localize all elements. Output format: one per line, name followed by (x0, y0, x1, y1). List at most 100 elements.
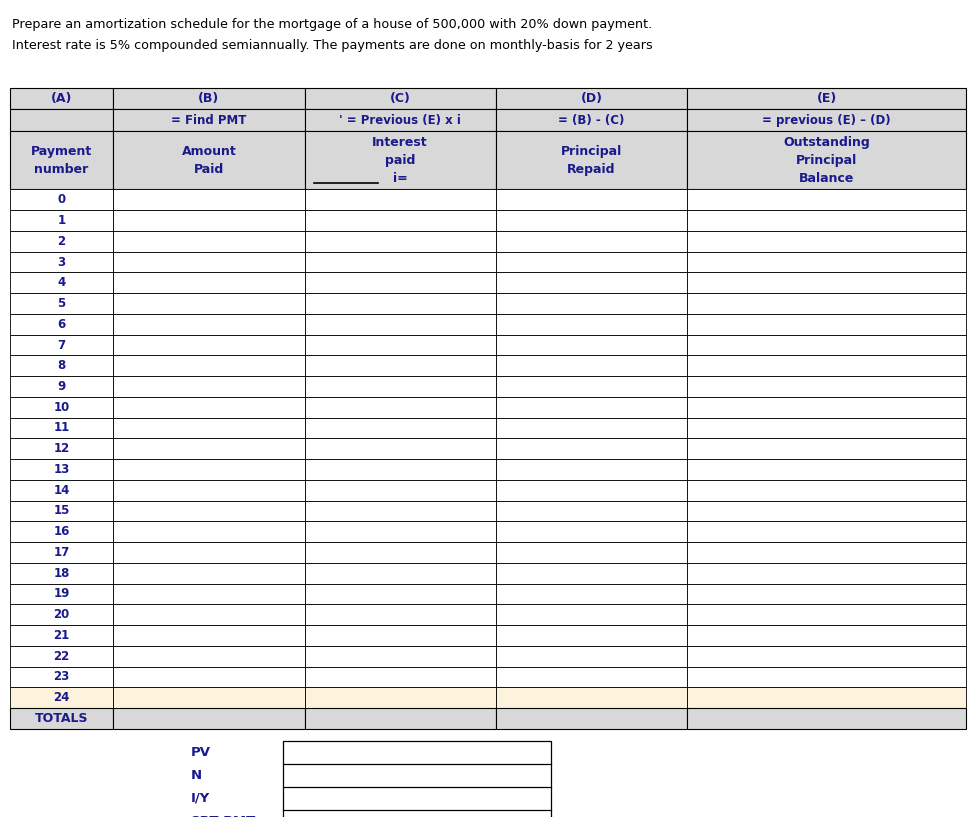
Bar (10, 439, 113, 459)
Bar (10, 417, 113, 439)
Text: i=: i= (392, 172, 408, 185)
Bar (10, 521, 113, 542)
Bar (113, 439, 305, 459)
Bar (496, 272, 687, 293)
Bar (305, 625, 496, 645)
Bar (305, 605, 496, 625)
Bar (113, 231, 305, 252)
Bar (496, 293, 687, 314)
Bar (10, 605, 113, 625)
Text: (E): (E) (817, 92, 836, 105)
Text: 12: 12 (54, 442, 69, 455)
Text: = (B) - (C): = (B) - (C) (558, 114, 625, 127)
Bar (496, 109, 687, 131)
Bar (10, 397, 113, 417)
Bar (10, 542, 113, 563)
Bar (113, 459, 305, 480)
Bar (10, 563, 113, 583)
Bar (496, 708, 687, 729)
Bar (687, 210, 966, 231)
Text: CPT PMT: CPT PMT (190, 815, 256, 817)
Bar (113, 417, 305, 439)
Text: Principal: Principal (561, 145, 622, 158)
Bar (305, 521, 496, 542)
Bar (687, 109, 966, 131)
Bar (687, 521, 966, 542)
Bar (496, 521, 687, 542)
Bar (113, 583, 305, 605)
Text: 3: 3 (58, 256, 65, 269)
Bar (687, 480, 966, 501)
Text: Repaid: Repaid (567, 163, 616, 176)
Text: = previous (E) – (D): = previous (E) – (D) (762, 114, 891, 127)
Bar (496, 376, 687, 397)
Text: N: N (190, 769, 201, 782)
Bar (10, 109, 113, 131)
Bar (10, 376, 113, 397)
Bar (687, 252, 966, 272)
Bar (305, 417, 496, 439)
Bar (687, 501, 966, 521)
Bar (496, 645, 687, 667)
Bar (687, 459, 966, 480)
Text: TOTALS: TOTALS (35, 712, 88, 725)
Text: 15: 15 (54, 504, 69, 517)
Bar (687, 417, 966, 439)
Bar (113, 131, 305, 190)
Bar (10, 272, 113, 293)
Bar (687, 708, 966, 729)
Bar (10, 131, 113, 190)
Bar (305, 397, 496, 417)
Bar (113, 293, 305, 314)
Bar (113, 687, 305, 708)
Text: ' = Previous (E) x i: ' = Previous (E) x i (340, 114, 461, 127)
Text: Principal: Principal (796, 154, 857, 167)
Bar (113, 480, 305, 501)
Bar (10, 335, 113, 355)
Bar (496, 459, 687, 480)
Bar (687, 687, 966, 708)
Text: 18: 18 (54, 567, 69, 580)
Bar (10, 667, 113, 687)
Bar (10, 210, 113, 231)
Bar (496, 667, 687, 687)
Text: 2: 2 (58, 234, 65, 248)
Text: 5: 5 (58, 297, 65, 310)
Text: Interest: Interest (373, 136, 427, 149)
Text: 22: 22 (54, 650, 69, 663)
Bar (687, 293, 966, 314)
Bar (496, 625, 687, 645)
Text: 13: 13 (54, 463, 69, 476)
Bar (305, 293, 496, 314)
Bar (687, 439, 966, 459)
Text: Interest rate is 5% compounded semiannually. The payments are done on monthly-ba: Interest rate is 5% compounded semiannua… (12, 39, 653, 52)
Text: paid: paid (385, 154, 416, 167)
Text: 24: 24 (54, 691, 69, 704)
Bar (496, 252, 687, 272)
Bar (687, 542, 966, 563)
Bar (496, 480, 687, 501)
Bar (113, 397, 305, 417)
Bar (10, 687, 113, 708)
Text: Outstanding: Outstanding (784, 136, 870, 149)
Bar (305, 190, 496, 210)
Text: = Find PMT: = Find PMT (171, 114, 247, 127)
Bar (305, 645, 496, 667)
Bar (305, 687, 496, 708)
Text: 8: 8 (58, 359, 65, 373)
Bar (113, 355, 305, 376)
Text: Payment: Payment (31, 145, 92, 158)
Text: (A): (A) (51, 92, 72, 105)
Bar (687, 88, 966, 109)
Bar (305, 376, 496, 397)
Bar (10, 293, 113, 314)
Text: PV: PV (190, 746, 210, 759)
Bar (305, 583, 496, 605)
Bar (687, 376, 966, 397)
Text: 10: 10 (54, 401, 69, 413)
Bar (113, 109, 305, 131)
Text: I/Y: I/Y (190, 792, 210, 805)
Bar (305, 355, 496, 376)
Bar (687, 335, 966, 355)
Bar (113, 190, 305, 210)
